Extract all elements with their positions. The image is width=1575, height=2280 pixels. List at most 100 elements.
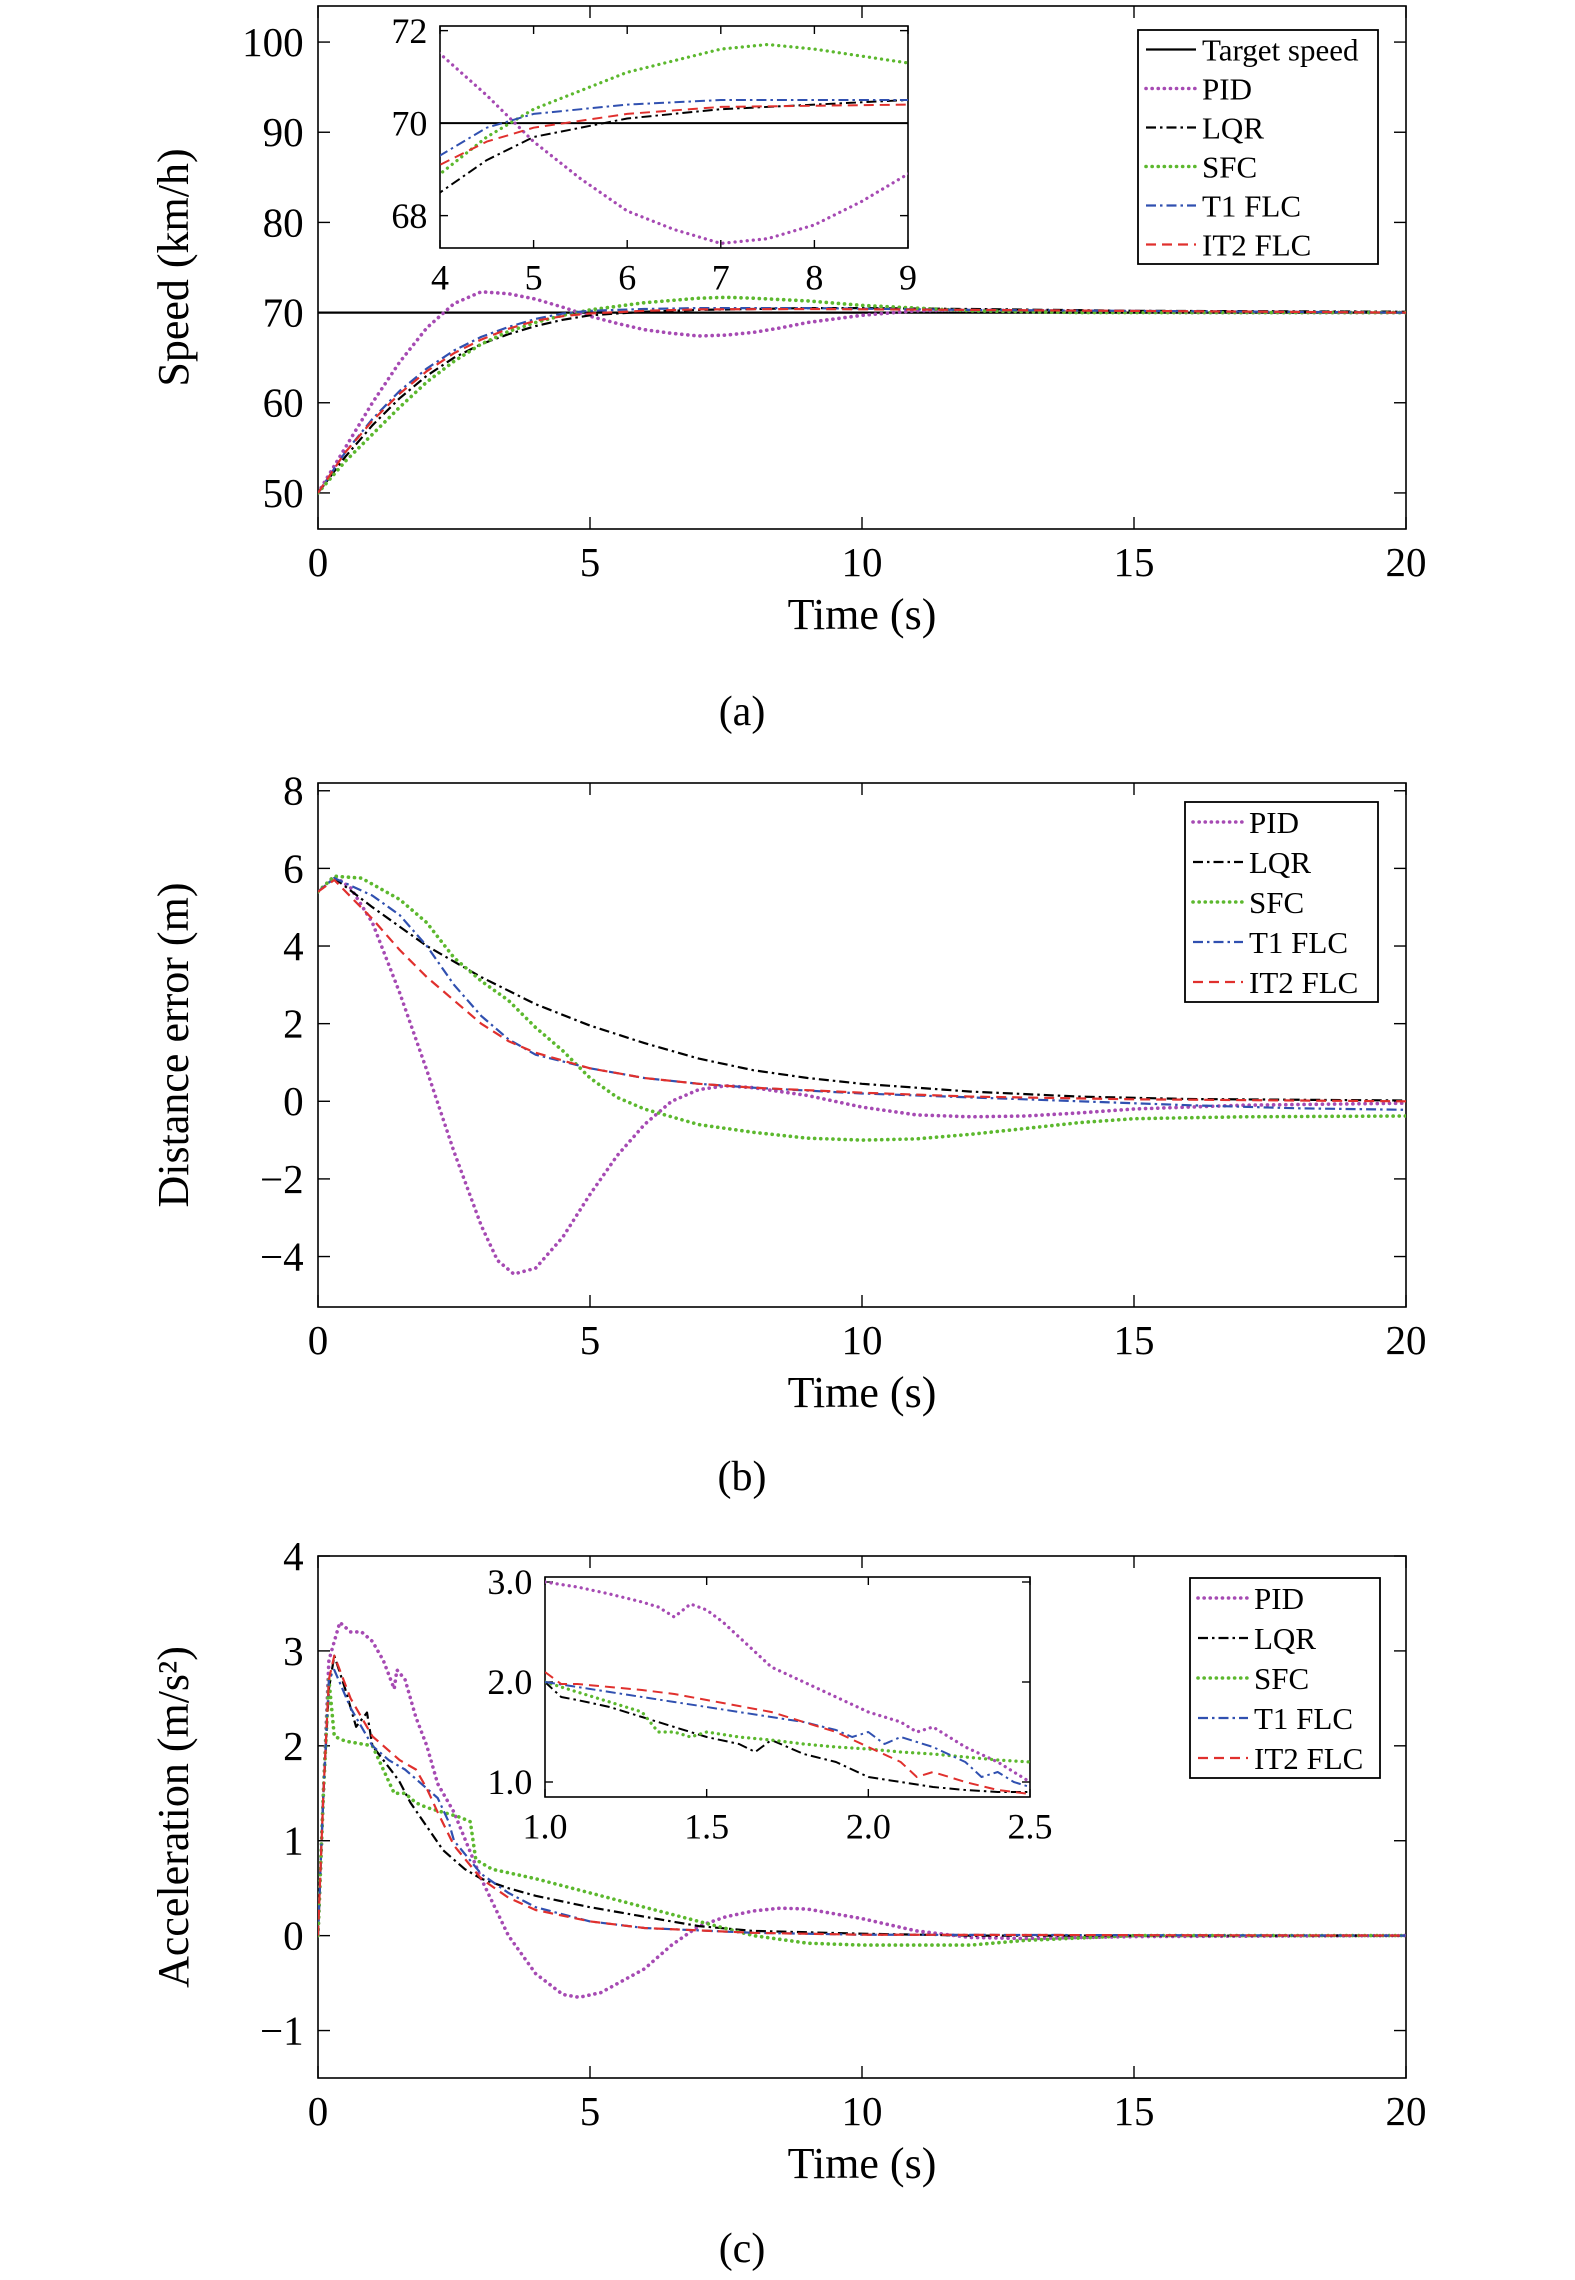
main-ytick-label: 70 bbox=[263, 290, 304, 336]
main-series-it2-flc bbox=[318, 1654, 1406, 1937]
inset-xtick-label: 2.5 bbox=[1008, 1806, 1053, 1846]
main-ytick-label: −4 bbox=[260, 1233, 304, 1279]
main-ytick-label: 2 bbox=[283, 1723, 304, 1769]
legend-label-sfc: SFC bbox=[1202, 150, 1257, 185]
main-ytick-label: −2 bbox=[260, 1156, 304, 1202]
main-xtick-label: 10 bbox=[842, 539, 883, 585]
main-series-sfc bbox=[318, 295, 1406, 495]
main-xtick-label: 10 bbox=[842, 1317, 883, 1363]
main-xtick-label: 0 bbox=[308, 1317, 329, 1363]
legend-label-pid: PID bbox=[1254, 1581, 1304, 1616]
main-xtick-label: 20 bbox=[1386, 1317, 1427, 1363]
legend: PID LQR SFC T1 FLC IT2 FLC bbox=[1189, 1577, 1381, 1779]
main-ytick-label: 2 bbox=[283, 1001, 304, 1047]
main-ytick-label: 100 bbox=[242, 19, 304, 65]
main-ytick-label: 4 bbox=[283, 1533, 304, 1579]
main-series-lqr bbox=[318, 307, 1406, 494]
inset-xtick-label: 7 bbox=[712, 257, 730, 297]
main-xtick-label: 10 bbox=[842, 2088, 883, 2134]
main-series-t1-flc bbox=[318, 1668, 1406, 1937]
legend-label-sfc: SFC bbox=[1254, 1661, 1309, 1696]
inset-axes: 4 5 6 7 8 9 68 70 72 bbox=[391, 11, 917, 298]
inset-series-pid bbox=[545, 1580, 1030, 1784]
inset-ytick-label: 2.0 bbox=[487, 1662, 532, 1702]
x-axis-label: Time (s) bbox=[788, 1368, 937, 1417]
main-ytick-label: 0 bbox=[283, 1078, 304, 1124]
inset-xtick-label: 2.0 bbox=[846, 1806, 891, 1846]
inset-ytick-label: 70 bbox=[391, 103, 427, 143]
main-ytick-label: 60 bbox=[263, 380, 304, 426]
main-xtick-label: 20 bbox=[1386, 2088, 1427, 2134]
main-series-pid bbox=[318, 290, 1406, 495]
main-series-it2-flc bbox=[318, 878, 1406, 1103]
legend-label-sfc: SFC bbox=[1249, 885, 1304, 920]
legend-label-pid: PID bbox=[1202, 72, 1252, 107]
x-axis-label: Time (s) bbox=[788, 2139, 937, 2188]
legend-label-lqr: LQR bbox=[1202, 111, 1264, 146]
inset-series-t1-flc bbox=[545, 1681, 1030, 1788]
main-xtick-label: 0 bbox=[308, 539, 329, 585]
main-xtick-label: 15 bbox=[1114, 1317, 1155, 1363]
inset-xtick-label: 6 bbox=[618, 257, 636, 297]
main-series-group bbox=[318, 874, 1406, 1276]
inset-xtick-label: 9 bbox=[899, 257, 917, 297]
main-ytick-label: 1 bbox=[283, 1818, 304, 1864]
main-series-it2-flc bbox=[318, 307, 1406, 494]
main-series-group bbox=[318, 1620, 1406, 2000]
figure-caption: (b) bbox=[718, 1454, 767, 1500]
main-series-sfc bbox=[318, 874, 1406, 1142]
main-ytick-label: 50 bbox=[263, 470, 304, 516]
inset-series-group bbox=[545, 1580, 1030, 1795]
main-ytick-label: 80 bbox=[263, 199, 304, 245]
inset-series-lqr bbox=[440, 99, 908, 194]
inset-xtick-label: 1.5 bbox=[684, 1806, 729, 1846]
legend-label-it2-flc: IT2 FLC bbox=[1254, 1741, 1363, 1776]
inset-xtick-label: 4 bbox=[431, 257, 449, 297]
main-series-pid bbox=[318, 874, 1406, 1276]
legend-label-target-speed: Target speed bbox=[1202, 33, 1359, 68]
inset-xtick-label: 8 bbox=[805, 257, 823, 297]
legend-label-it2-flc: IT2 FLC bbox=[1249, 965, 1358, 1000]
inset-ytick-label: 1.0 bbox=[487, 1762, 532, 1802]
main-xtick-label: 5 bbox=[580, 539, 601, 585]
inset-ytick-label: 72 bbox=[391, 11, 427, 51]
chart-distance-error: 0 5 10 15 20 −4 −2 0 2 4 6 8 Time (s) Distance error … bbox=[149, 768, 1427, 1500]
inset-ytick-label: 68 bbox=[391, 196, 427, 236]
legend: Target speed PID LQR SFC T1 FLC IT2 FLC bbox=[1137, 29, 1379, 265]
inset-series-sfc bbox=[440, 42, 908, 177]
y-axis-label: Speed (km/h) bbox=[149, 148, 198, 386]
inset-series-group bbox=[440, 42, 908, 246]
legend-label-it2-flc: IT2 FLC bbox=[1202, 228, 1311, 263]
main-xtick-label: 15 bbox=[1114, 2088, 1155, 2134]
legend-label-t1-flc: T1 FLC bbox=[1249, 925, 1348, 960]
x-axis-label: Time (s) bbox=[788, 590, 937, 639]
main-xtick-label: 5 bbox=[580, 1317, 601, 1363]
main-ytick-label: −1 bbox=[260, 2007, 304, 2053]
main-series-lqr bbox=[318, 877, 1406, 1102]
main-ytick-label: 6 bbox=[283, 845, 304, 891]
legend-label-lqr: LQR bbox=[1249, 845, 1311, 880]
inset-frame bbox=[544, 1576, 1031, 1798]
y-axis-label: Distance error (m) bbox=[149, 883, 198, 1208]
main-ytick-label: 8 bbox=[283, 768, 304, 814]
main-xtick-label: 20 bbox=[1386, 539, 1427, 585]
inset-series-it2-flc bbox=[545, 1671, 1030, 1795]
y-axis-label: Acceleration (m/s²) bbox=[149, 1646, 198, 1988]
inset-frame bbox=[439, 25, 909, 249]
main-series-sfc bbox=[318, 1677, 1406, 1947]
legend-box bbox=[1137, 29, 1379, 265]
main-ytick-label: 3 bbox=[283, 1628, 304, 1674]
main-series-t1-flc bbox=[318, 307, 1406, 494]
figure-caption: (c) bbox=[719, 2226, 766, 2272]
legend: PID LQR SFC T1 FLC IT2 FLC bbox=[1184, 801, 1379, 1003]
main-xtick-label: 15 bbox=[1114, 539, 1155, 585]
main-ytick-label: 0 bbox=[283, 1913, 304, 1959]
main-series-group bbox=[318, 290, 1406, 495]
inset-series-lqr bbox=[545, 1681, 1030, 1793]
legend-label-t1-flc: T1 FLC bbox=[1202, 189, 1301, 224]
main-xtick-label: 5 bbox=[580, 2088, 601, 2134]
main-ytick-label: 90 bbox=[263, 109, 304, 155]
legend-label-pid: PID bbox=[1249, 805, 1299, 840]
